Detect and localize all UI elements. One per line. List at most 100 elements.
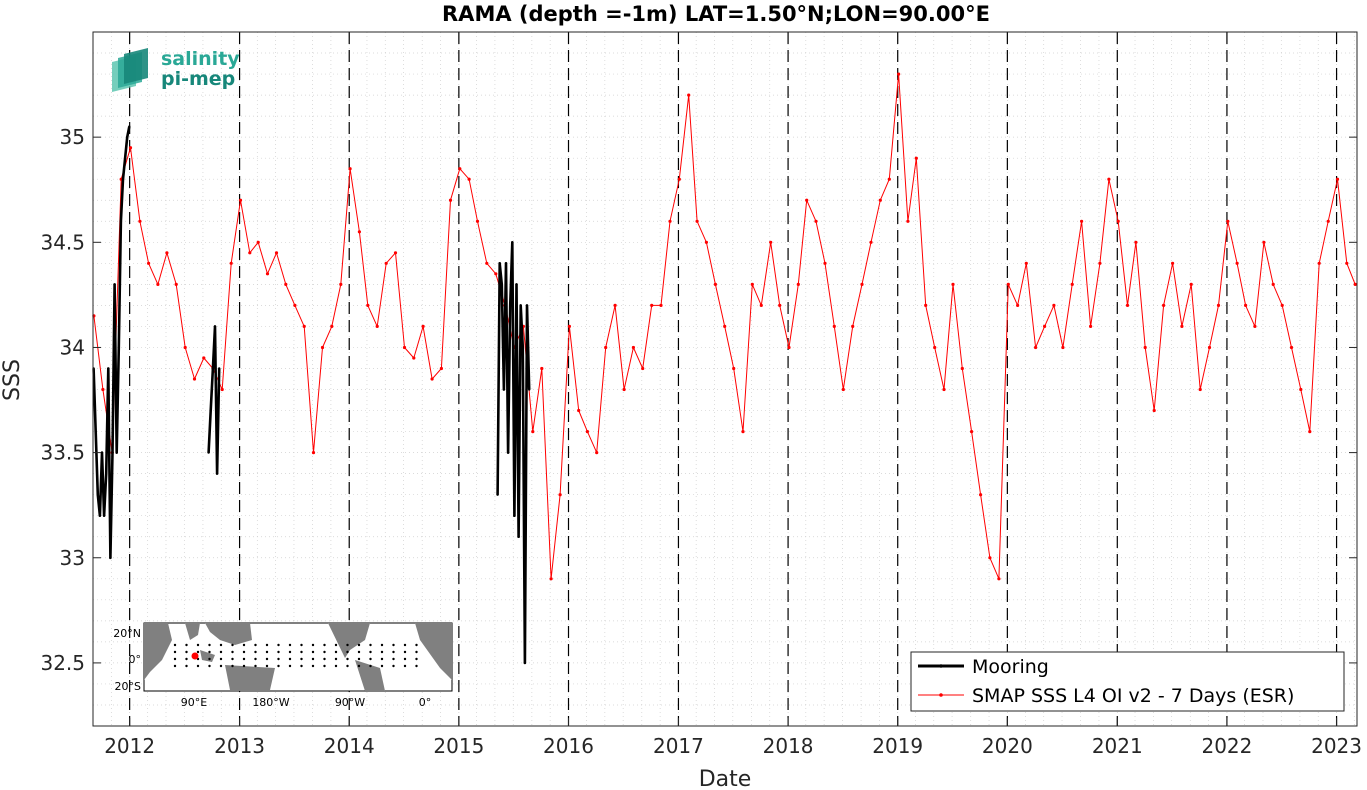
- inset-mooring-dot: [357, 657, 361, 661]
- legend-label-smap: SMAP SSS L4 OI v2 - 7 Days (ESR): [972, 685, 1294, 707]
- data-point-mooring: [128, 125, 131, 128]
- data-point-mooring: [213, 325, 217, 328]
- data-point-smap: [549, 577, 553, 581]
- data-point-smap: [238, 198, 243, 202]
- data-point-smap: [1043, 324, 1047, 328]
- inset-lat-label-1: 20°N: [113, 627, 141, 640]
- data-point-smap: [1098, 261, 1102, 265]
- data-point-mooring: [113, 283, 116, 286]
- grid-lines: [92, 32, 1357, 727]
- inset-mooring-dot: [311, 657, 315, 661]
- data-point-smap: [1253, 324, 1257, 328]
- inset-mooring-dot: [219, 664, 223, 668]
- inset-mooring-dot: [392, 657, 395, 661]
- data-point-smap: [713, 282, 718, 286]
- data-point-smap: [265, 272, 270, 276]
- data-point-mooring: [94, 430, 97, 433]
- data-point-smap: [1016, 303, 1020, 307]
- data-point-smap: [1216, 303, 1221, 307]
- logo-emblem-icon: [112, 48, 148, 92]
- inset-mooring-dot: [288, 643, 292, 647]
- data-point-smap: [759, 303, 763, 307]
- data-point-smap: [1024, 261, 1028, 265]
- inset-mooring-dot: [311, 650, 315, 654]
- inset-land: [144, 623, 452, 691]
- data-point-smap: [220, 387, 224, 392]
- inset-mooring-dot: [300, 643, 303, 647]
- data-point-smap: [1207, 345, 1212, 350]
- y-tick-label-4: 34.5: [40, 230, 85, 254]
- inset-mooring-dot: [369, 657, 372, 661]
- inset-lon-label-4: 0°: [419, 696, 432, 709]
- inset-mooring-dot: [357, 650, 361, 654]
- inset-mooring-dot: [265, 650, 269, 654]
- inset-mooring-dot: [369, 643, 372, 647]
- inset-mooring-dot: [392, 650, 395, 654]
- data-point-mooring: [115, 451, 118, 454]
- data-point-smap: [284, 282, 288, 286]
- data-point-smap: [1280, 303, 1284, 307]
- inset-mooring-dot: [334, 643, 338, 647]
- inset-mooring-markers: [173, 643, 418, 668]
- data-point-smap: [1345, 261, 1349, 265]
- inset-mooring-dot: [173, 643, 177, 647]
- data-point-mooring: [523, 661, 527, 665]
- x-tick-label-2020: 2020: [982, 734, 1033, 758]
- data-point-smap: [869, 240, 873, 244]
- data-point-smap: [650, 303, 654, 307]
- data-point-smap: [274, 251, 279, 255]
- data-point-smap: [1080, 219, 1084, 223]
- data-point-smap: [878, 198, 882, 202]
- data-point-smap: [156, 282, 160, 286]
- inset-mooring-dot: [231, 664, 234, 668]
- data-point-smap: [1152, 408, 1156, 413]
- data-point-smap: [348, 167, 352, 171]
- y-tick-label-3: 34: [60, 335, 85, 359]
- inset-lon-label-2: 180°W: [252, 696, 289, 709]
- y-tick-label-5: 35: [60, 125, 85, 149]
- data-point-mooring: [126, 136, 129, 139]
- data-point-smap: [723, 324, 727, 328]
- data-point-smap: [320, 345, 325, 350]
- data-point-smap: [1271, 282, 1275, 286]
- data-point-smap: [248, 251, 252, 255]
- data-point-smap: [769, 240, 773, 244]
- data-point-smap: [796, 282, 800, 286]
- data-point-smap: [192, 377, 197, 381]
- data-point-smap: [1180, 324, 1184, 328]
- data-point-smap: [174, 282, 178, 286]
- data-point-smap: [897, 72, 901, 76]
- data-point-smap: [375, 324, 379, 328]
- data-point-smap: [979, 493, 983, 497]
- data-point-smap: [475, 219, 480, 223]
- data-point-smap: [887, 177, 891, 181]
- data-point-mooring: [528, 388, 531, 391]
- data-point-smap: [458, 167, 462, 171]
- inset-mooring-dot: [300, 664, 303, 668]
- data-point-smap: [659, 303, 663, 307]
- data-point-smap: [1070, 282, 1074, 286]
- inset-mooring-dot: [288, 650, 292, 654]
- data-point-smap: [704, 240, 709, 244]
- inset-mooring-dot: [334, 664, 338, 668]
- inset-mooring-dot: [231, 643, 234, 647]
- inset-mooring-dot: [208, 657, 211, 661]
- inset-mooring-dot: [242, 650, 246, 654]
- data-point-mooring: [502, 388, 506, 391]
- inset-mooring-dot: [380, 650, 384, 654]
- data-point-smap: [1061, 345, 1065, 350]
- inset-mooring-dot: [185, 657, 188, 661]
- data-point-smap: [448, 198, 453, 202]
- data-point-smap: [1353, 282, 1357, 286]
- data-point-smap: [128, 146, 133, 150]
- data-point-smap: [485, 261, 489, 265]
- y-tick-label-0: 32.5: [40, 651, 85, 675]
- inset-mooring-dot: [208, 650, 211, 654]
- data-point-mooring: [96, 493, 100, 496]
- data-point-smap: [138, 219, 142, 223]
- x-tick-label-2015: 2015: [433, 734, 484, 758]
- inset-mooring-dot: [346, 657, 349, 661]
- data-point-smap: [778, 303, 782, 307]
- inset-mooring-dot: [185, 664, 188, 668]
